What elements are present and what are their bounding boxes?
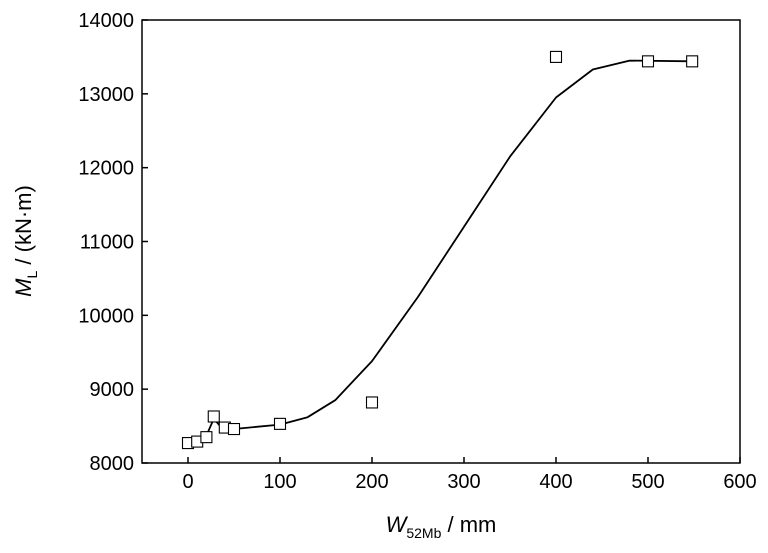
data-markers <box>181 50 699 450</box>
y-axis-title: ML / (kN·m) <box>11 185 40 297</box>
x-tick-label: 400 <box>539 471 572 493</box>
x-tick-label: 100 <box>263 471 296 493</box>
data-point <box>207 410 220 423</box>
x-tick-label: 200 <box>355 471 388 493</box>
data-point <box>200 431 213 444</box>
x-tick-label: 0 <box>182 471 193 493</box>
y-tick-label: 14000 <box>78 10 134 32</box>
x-tick-label: 500 <box>631 471 664 493</box>
x-axis-title: W52Mb / mm <box>386 512 497 541</box>
y-tick-label: 11000 <box>80 232 134 254</box>
data-point <box>686 55 699 68</box>
fit-curve-layer <box>187 59 693 444</box>
data-point <box>641 55 655 68</box>
data-point <box>273 417 287 430</box>
y-tick-label: 9000 <box>90 379 135 401</box>
x-tick-label: 600 <box>723 471 756 493</box>
y-tick-label: 12000 <box>78 158 134 180</box>
x-tick-label: 300 <box>447 471 480 493</box>
fit-curve-line <box>187 59 693 444</box>
plot-frame <box>141 19 741 464</box>
data-point <box>227 422 241 436</box>
data-point <box>365 396 379 409</box>
y-tick-label: 8000 <box>90 453 135 475</box>
axis-ticks: 0 100 200 300 400 500 600 8000 9000 10000 11000 120… <box>78 10 756 493</box>
y-tick-label: 10000 <box>78 305 134 327</box>
data-point <box>549 50 563 63</box>
y-tick-label: 13000 <box>78 84 134 106</box>
